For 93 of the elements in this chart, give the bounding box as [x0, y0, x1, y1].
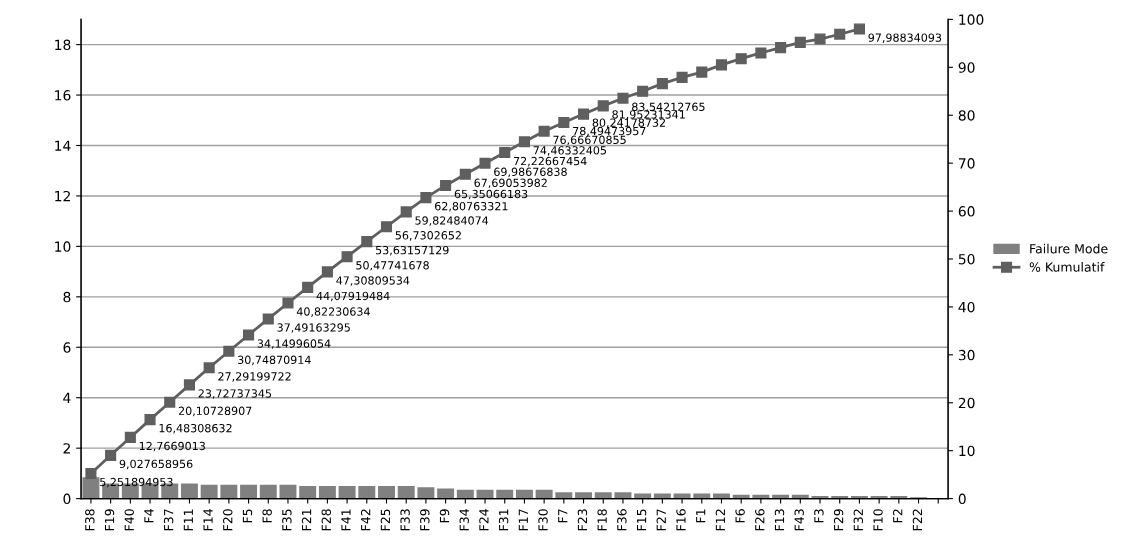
- x-tick-label: F29: [833, 509, 844, 531]
- x-tick-label: F32: [853, 509, 864, 531]
- x-tick-label: F31: [498, 509, 509, 531]
- x-tick-label: F39: [420, 509, 430, 531]
- data-label: 40,82230634: [296, 307, 370, 317]
- y-tick-label: 4: [63, 392, 71, 403]
- y2-tick-label: 0: [958, 493, 966, 505]
- data-label: 20,10728907: [178, 406, 252, 417]
- x-tick-label: F16: [676, 509, 686, 531]
- x-tick-label: F37: [163, 509, 174, 531]
- x-tick-label: F41: [341, 509, 351, 531]
- x-tick-label: F28: [321, 509, 332, 531]
- data-label: 53,63157129: [375, 245, 449, 256]
- x-tick-label: F2: [893, 509, 903, 523]
- x-tick-label: F4: [144, 509, 154, 523]
- data-label: 12,7669013: [139, 441, 205, 452]
- y-tick-label: 18: [55, 39, 71, 51]
- data-label: 16,48308632: [159, 423, 232, 434]
- x-tick-label: F3: [814, 509, 824, 523]
- x-tick-label: F17: [518, 509, 528, 531]
- y-tick-label: 16: [55, 90, 71, 101]
- x-tick-label: F36: [617, 509, 627, 531]
- x-tick-label: F20: [223, 509, 233, 531]
- x-tick-label: F34: [459, 509, 469, 531]
- x-tick-label: F1: [696, 509, 706, 523]
- x-tick-label: F8: [262, 509, 272, 523]
- x-tick-label: F5: [242, 509, 253, 523]
- data-label: 44,07919484: [316, 291, 390, 302]
- data-label: 62,80763321: [435, 201, 508, 212]
- data-label: 78,49473957: [573, 126, 646, 137]
- y-tick-label: 8: [63, 291, 71, 303]
- x-tick-label: F23: [577, 509, 588, 531]
- data-label: 67,69053982: [474, 178, 547, 189]
- x-tick-label: F33: [400, 509, 410, 531]
- x-tick-label: F11: [183, 509, 193, 531]
- legend-label: Failure Mode: [1030, 243, 1108, 254]
- x-tick-label: F38: [85, 509, 95, 531]
- x-tick-label: F27: [656, 509, 666, 531]
- data-label: 23,72737345: [198, 389, 272, 399]
- x-tick-label: F24: [479, 509, 489, 531]
- data-label: 47,30809534: [336, 276, 410, 286]
- x-tick-label: F14: [203, 509, 213, 531]
- y2-tick-label: 20: [958, 397, 975, 409]
- x-tick-label: F26: [755, 509, 765, 531]
- data-label: 80,24178732: [592, 118, 665, 128]
- x-tick-label: F40: [124, 509, 134, 531]
- y2-tick-label: 80: [958, 110, 975, 121]
- data-label: 34,14996054: [257, 339, 331, 349]
- y2-tick-label: 10: [959, 445, 975, 457]
- y2-tick-label: 100: [959, 14, 984, 25]
- data-label: 97,98834093: [868, 33, 942, 43]
- y-tick-label: 12: [55, 190, 70, 202]
- x-tick-label: F21: [301, 509, 312, 531]
- data-label: 27,29199722: [218, 372, 291, 382]
- x-tick-label: F9: [439, 509, 450, 523]
- data-label: 76,66670855: [553, 135, 626, 146]
- x-tick-label: F6: [735, 509, 745, 523]
- data-label: 50,47741678: [356, 261, 429, 271]
- y2-tick-label: 40: [958, 301, 975, 313]
- y-tick-label: 6: [63, 342, 71, 353]
- legend-label: % Kumulatif: [1029, 262, 1105, 272]
- x-tick-label: F43: [794, 509, 804, 531]
- y2-tick-label: 90: [958, 62, 975, 73]
- data-label: 69,98676838: [494, 167, 567, 178]
- y-tick-label: 10: [55, 241, 71, 252]
- x-tick-label: F13: [774, 509, 785, 531]
- x-tick-label: F12: [715, 509, 725, 531]
- x-tick-label: F10: [873, 509, 883, 531]
- x-tick-label: F42: [360, 509, 371, 531]
- y2-tick-label: 30: [958, 349, 975, 361]
- data-label: 5,251894953: [100, 477, 173, 488]
- x-tick-label: F19: [104, 509, 115, 531]
- y-tick-label: 14: [55, 140, 71, 151]
- data-label: 9,027658956: [119, 459, 193, 470]
- data-label: 74,46332405: [533, 146, 607, 156]
- data-label: 65,35066183: [454, 189, 528, 200]
- x-tick-label: F18: [597, 509, 607, 531]
- x-tick-label: F25: [380, 509, 391, 531]
- x-tick-label: F22: [912, 509, 922, 531]
- y2-tick-label: 60: [958, 206, 975, 217]
- x-tick-label: F30: [538, 509, 548, 531]
- data-label: 30,74870914: [238, 355, 311, 366]
- data-label: 72,22667454: [513, 156, 587, 167]
- y2-tick-label: 70: [958, 158, 975, 169]
- y-tick-label: 0: [63, 493, 71, 505]
- y2-tick-label: 50: [958, 253, 975, 265]
- y-tick-label: 2: [63, 443, 70, 454]
- x-tick-label: F35: [282, 509, 292, 531]
- x-tick-label: F15: [637, 509, 647, 531]
- data-label: 37,49163295: [277, 323, 350, 333]
- x-tick-label: F7: [558, 509, 568, 523]
- data-label: 56,7302652: [395, 231, 461, 241]
- data-label: 59,82484074: [415, 216, 489, 226]
